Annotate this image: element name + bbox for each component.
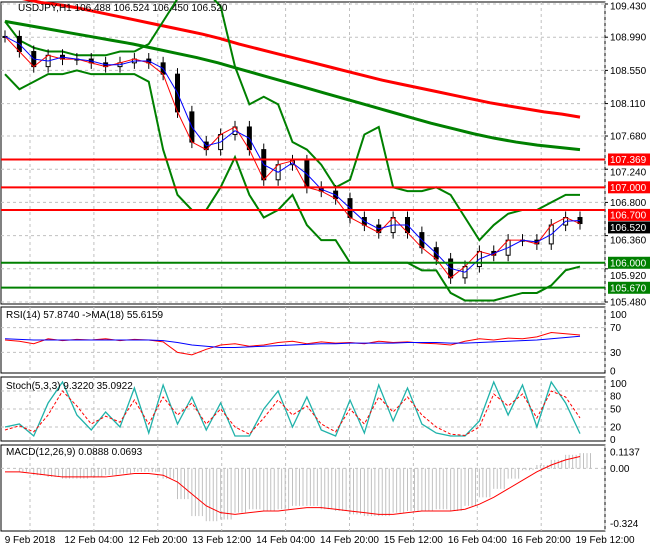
time-label: 16 Feb 04:00: [448, 535, 507, 546]
high-value: 106.524: [113, 3, 150, 14]
price-tick: 108.990: [610, 33, 647, 44]
macd-signal-line: [5, 456, 581, 515]
time-label: 14 Feb 04:00: [256, 535, 315, 546]
level-badge: [608, 208, 650, 221]
current-price-label: 106.520: [610, 223, 647, 234]
time-label: 16 Feb 20:00: [512, 535, 571, 546]
panel-main: [0, 1, 606, 305]
rsi-label: RSI(14) 57.8740 ->MA(18) 55.6159: [6, 310, 164, 321]
ma-green-line: [4, 19, 581, 152]
macd-tick: -0.324: [610, 519, 639, 530]
rsi-tick: 100: [610, 310, 627, 321]
level-label: 107.000: [610, 183, 647, 194]
stoch-main-line: [4, 380, 581, 438]
ma-fast-line: [4, 36, 581, 279]
stoch-tick: 50: [610, 405, 622, 416]
current-price-badge: [608, 221, 650, 234]
level-label: 106.000: [610, 258, 647, 269]
stoch-label: Stoch(5,3,3) 9.3220 35.0922: [6, 381, 133, 392]
time-label: 14 Feb 20:00: [320, 535, 379, 546]
time-label: 15 Feb 12:00: [384, 535, 443, 546]
level-badge: [608, 181, 650, 194]
price-tick: 107.680: [610, 132, 647, 143]
macd-label: MACD(12,26,9) 0.0888 0.0693: [6, 447, 143, 458]
time-label: 12 Feb 04:00: [64, 535, 123, 546]
level-label: 105.670: [610, 283, 647, 294]
price-tick: 105.920: [610, 271, 647, 282]
price-tick: 106.360: [610, 235, 647, 246]
level-label: 107.369: [610, 155, 647, 166]
symbol-label: USDJPY,H1: [18, 3, 72, 14]
rsi-tick: 0: [610, 367, 616, 378]
level-label: 106.700: [610, 210, 647, 221]
close-value: 106.520: [191, 3, 228, 14]
stoch-tick: 0: [610, 435, 616, 446]
price-tick: 108.550: [610, 66, 647, 77]
level-badge: [608, 256, 650, 269]
bollinger-upper: [4, 0, 580, 242]
level-badge: [608, 153, 650, 166]
time-label: 13 Feb 12:00: [192, 535, 251, 546]
rsi-tick: 70: [610, 323, 622, 334]
ma-mid-line: [4, 35, 581, 273]
macd-tick: 0.1137: [610, 448, 640, 459]
bollinger-lower: [4, 69, 581, 302]
price-tick: 109.430: [610, 2, 647, 13]
rsi-tick: 30: [610, 348, 622, 359]
price-tick: 108.110: [610, 99, 646, 110]
rsi-ma-line: [4, 335, 581, 348]
price-tick: 107.240: [610, 167, 647, 178]
price-tick: 106.800: [610, 198, 647, 209]
price-tick: 105.480: [610, 298, 647, 309]
macd-tick: 0.00: [610, 464, 630, 475]
time-label: 12 Feb 20:00: [128, 535, 187, 546]
low-value: 106.450: [152, 3, 189, 14]
stoch-signal-line: [4, 390, 581, 436]
stoch-tick: 80: [610, 392, 622, 403]
ma-slow-line: [21, 0, 581, 119]
title-label: USDJPY,H1 106.488 106.524 106.450 106.52…: [18, 3, 227, 14]
open-value: 106.488: [74, 3, 111, 14]
rsi-line: [4, 332, 581, 356]
time-label: 9 Feb 2018: [5, 535, 56, 546]
stoch-tick: 100: [610, 379, 627, 390]
time-label: 19 Feb 12:00: [576, 535, 635, 546]
stoch-tick: 20: [610, 423, 622, 434]
level-badge: [608, 281, 650, 294]
